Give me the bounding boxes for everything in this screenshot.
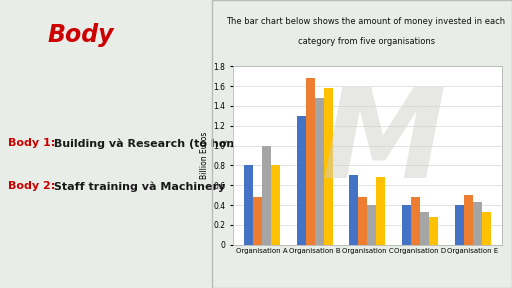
Bar: [324, 88, 333, 245]
Bar: [429, 217, 438, 245]
Text: Staff training và Machinery: Staff training và Machinery: [50, 181, 225, 192]
Bar: [411, 197, 420, 245]
Bar: [358, 197, 367, 245]
Bar: [473, 202, 482, 245]
Text: M: M: [322, 84, 446, 204]
Text: Body: Body: [48, 23, 114, 47]
Bar: [402, 205, 411, 245]
Bar: [455, 205, 464, 245]
Bar: [376, 177, 385, 245]
Bar: [253, 197, 262, 245]
Bar: [271, 165, 280, 245]
Bar: [244, 165, 253, 245]
Bar: [368, 205, 376, 245]
Legend: Machinery, Building, Staff Training, Research: Machinery, Building, Staff Training, Res…: [269, 287, 466, 288]
Text: category from five organisations: category from five organisations: [297, 37, 435, 46]
Bar: [306, 78, 315, 245]
Bar: [482, 212, 490, 245]
Text: Body 1:: Body 1:: [9, 138, 56, 148]
Text: Body 2:: Body 2:: [9, 181, 56, 192]
Bar: [315, 98, 324, 245]
Y-axis label: Billion Euros: Billion Euros: [200, 132, 209, 179]
Bar: [420, 212, 429, 245]
Bar: [349, 175, 358, 245]
Text: The bar chart below shows the amount of money invested in each: The bar chart below shows the amount of …: [226, 17, 506, 26]
Bar: [464, 195, 473, 245]
Text: Building và Research (to hơn): Building và Research (to hơn): [50, 138, 239, 149]
Bar: [297, 116, 306, 245]
Bar: [262, 146, 271, 245]
